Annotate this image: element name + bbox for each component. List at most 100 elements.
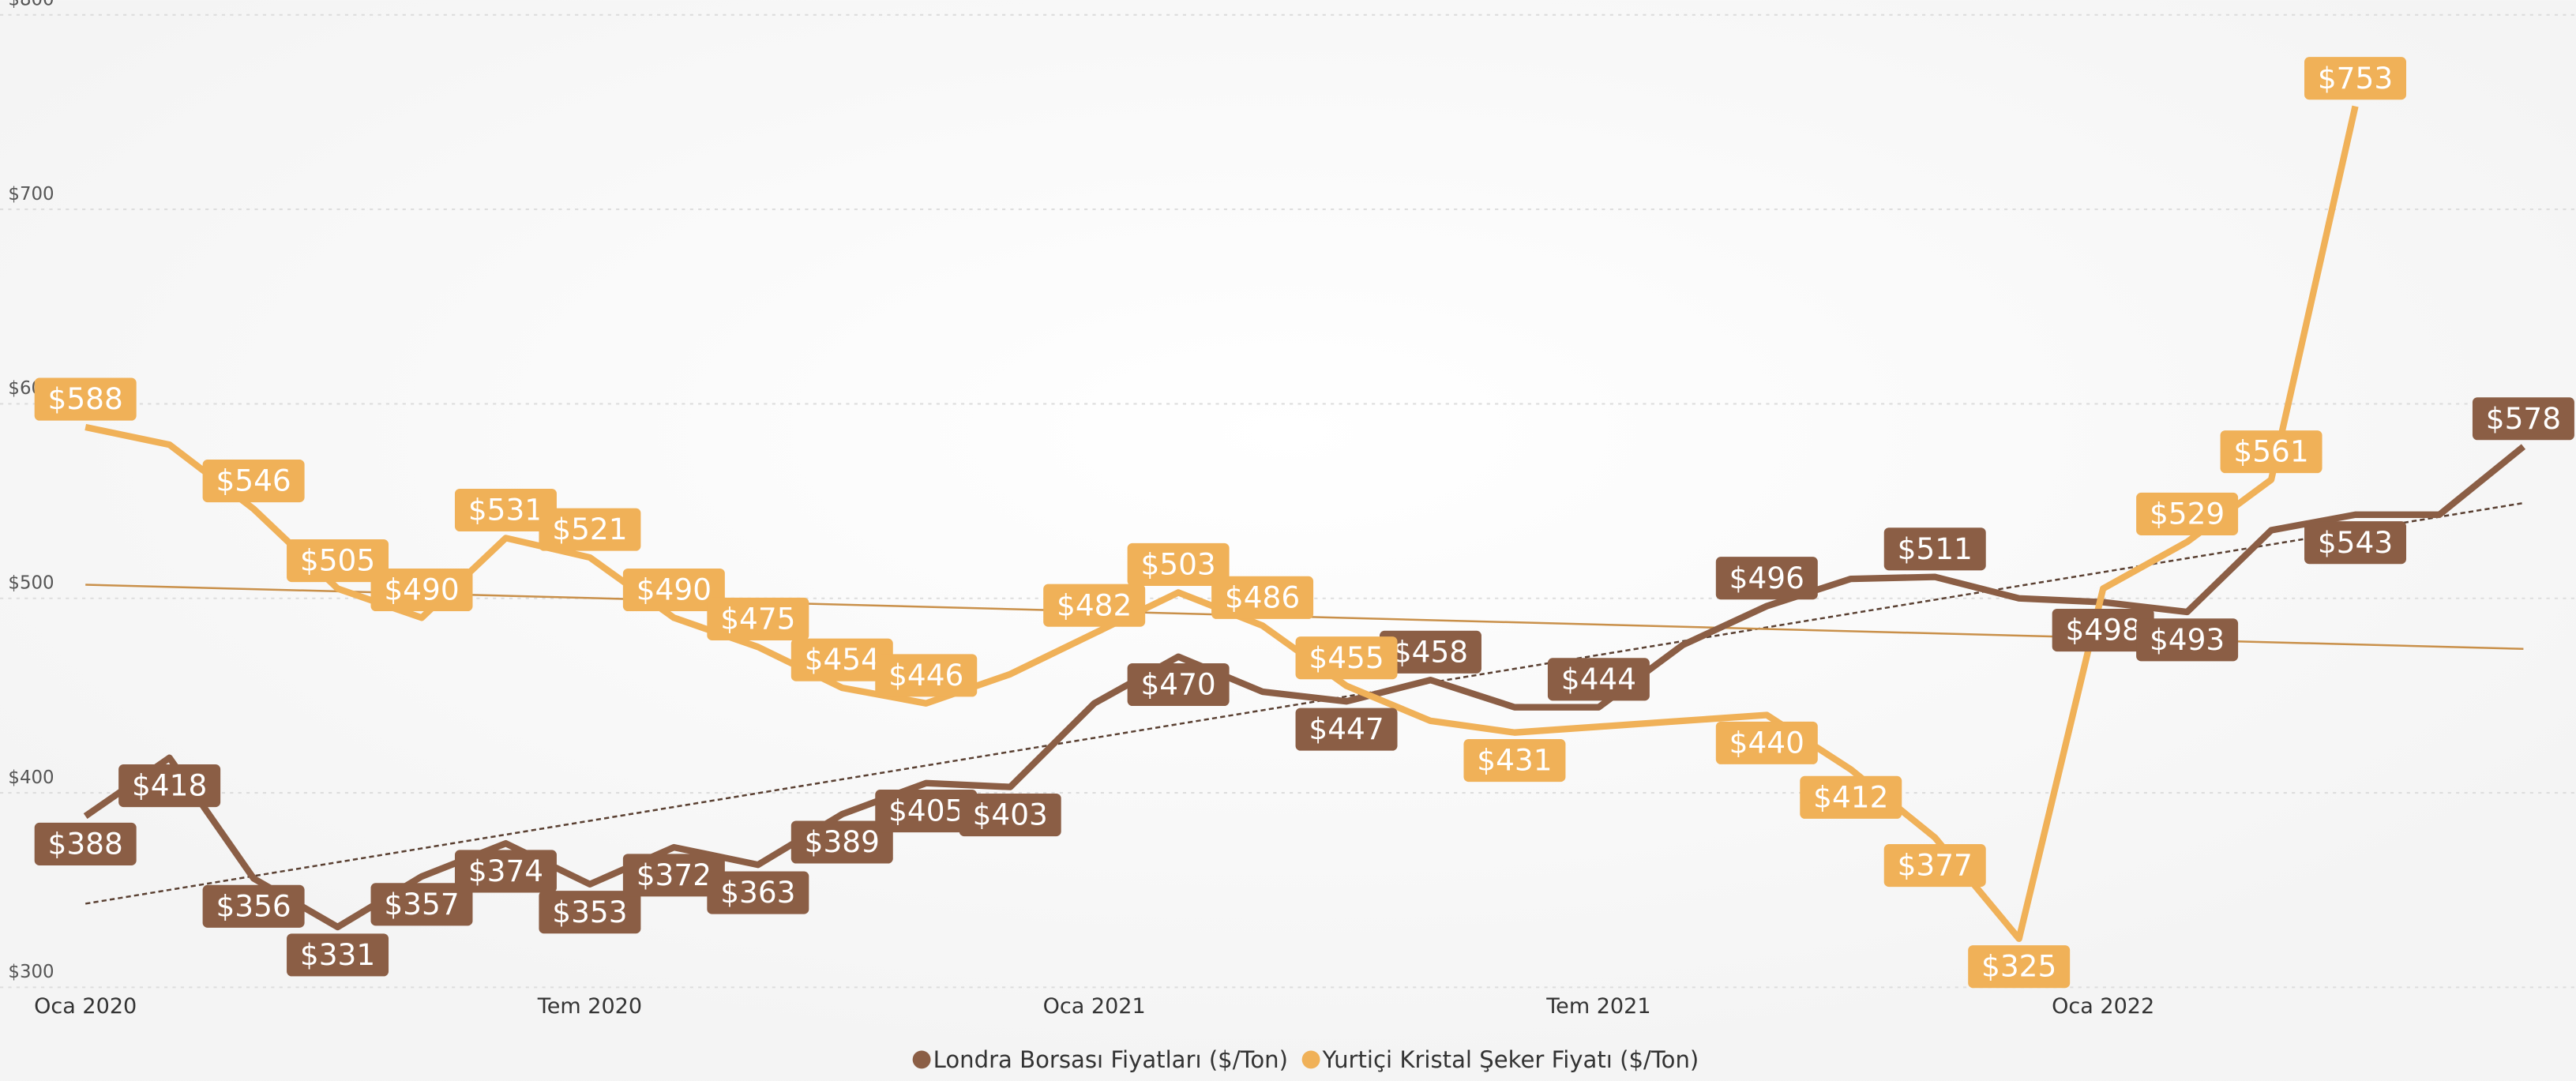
x-tick-label: Oca 2021 <box>1043 994 1146 1019</box>
data-label: $490 <box>384 572 459 607</box>
legend-marker <box>1301 1050 1320 1069</box>
data-label-box <box>118 764 221 808</box>
x-tick-label: Tem 2021 <box>1545 994 1650 1019</box>
data-label-box <box>1127 662 1230 707</box>
data-label-box <box>959 793 1061 837</box>
data-label-box <box>1295 708 1398 751</box>
data-label: $505 <box>300 543 375 578</box>
data-label-box <box>1127 542 1230 587</box>
data-label: $511 <box>1898 531 1973 566</box>
data-label-box <box>454 488 557 532</box>
data-label: $521 <box>552 512 627 546</box>
data-label-box <box>202 884 305 928</box>
data-label: $498 <box>2066 613 2141 647</box>
y-tick-label: $500 <box>8 573 54 594</box>
y-tick-label: $700 <box>8 184 54 205</box>
data-label: $446 <box>888 658 963 693</box>
data-label-box <box>875 790 978 833</box>
data-label-box <box>622 854 725 897</box>
data-label: $503 <box>1140 547 1215 582</box>
data-label: $546 <box>216 464 291 498</box>
data-label: $482 <box>1057 587 1132 622</box>
data-label-box <box>202 460 305 503</box>
data-label: $388 <box>48 827 123 861</box>
data-label-box <box>1715 721 1818 764</box>
data-label-box <box>2136 492 2239 535</box>
data-label: $440 <box>1729 725 1804 760</box>
data-label-box <box>34 377 137 421</box>
data-label-box <box>1883 527 1986 571</box>
data-label: $454 <box>805 642 880 677</box>
data-label-box <box>1043 584 1146 627</box>
y-tick-label: $300 <box>8 962 54 982</box>
data-label: $493 <box>2150 622 2225 657</box>
data-label: $357 <box>384 887 459 921</box>
data-label-box <box>2304 521 2407 565</box>
data-label-box <box>2472 397 2574 441</box>
data-label-box <box>790 638 893 681</box>
x-tick-label: Oca 2022 <box>2052 994 2154 1019</box>
data-label-box <box>1463 739 1566 783</box>
series-line <box>83 444 2526 931</box>
data-label: $389 <box>805 824 880 859</box>
data-label-box <box>875 654 978 697</box>
data-label: $372 <box>636 858 712 892</box>
data-label: $496 <box>1729 561 1804 595</box>
data-label: $418 <box>132 768 207 803</box>
y-tick-label: $400 <box>8 768 54 788</box>
data-label-box <box>370 568 473 612</box>
data-label: $578 <box>2486 401 2561 436</box>
data-label-box <box>539 508 641 551</box>
x-tick-label: Oca 2020 <box>34 994 137 1019</box>
data-label: $490 <box>636 572 712 607</box>
data-label: $588 <box>48 381 123 416</box>
data-label: $325 <box>1981 949 2056 984</box>
data-label: $475 <box>720 602 795 636</box>
data-label: $753 <box>2318 61 2393 96</box>
data-label: $356 <box>216 888 291 923</box>
data-label-box <box>2220 430 2323 474</box>
data-label: $543 <box>2318 525 2393 560</box>
data-label: $412 <box>1813 779 1888 814</box>
data-label: $486 <box>1225 580 1300 614</box>
data-label: $331 <box>300 937 375 972</box>
data-label-box <box>2136 618 2239 662</box>
data-label: $363 <box>720 875 795 910</box>
data-label: $561 <box>2233 434 2308 469</box>
data-label-box <box>790 820 893 864</box>
data-label: $455 <box>1309 640 1384 675</box>
data-label-box <box>34 822 137 866</box>
legend-label: Londra Borsası Fiyatları ($/Ton) <box>933 1046 1288 1073</box>
data-label-box <box>1968 945 2071 989</box>
data-label: $529 <box>2150 497 2225 531</box>
data-label: $470 <box>1140 667 1215 702</box>
data-label-box <box>1883 844 1986 888</box>
data-label-box <box>539 891 641 934</box>
y-tick-label: $800 <box>8 0 54 10</box>
data-label-box <box>1800 775 1902 819</box>
data-label: $377 <box>1898 848 1973 883</box>
data-label-box <box>2304 57 2407 100</box>
data-label: $431 <box>1477 743 1552 778</box>
data-label-box <box>1211 576 1314 619</box>
data-label-box <box>454 850 557 893</box>
data-label: $403 <box>973 798 1048 832</box>
trend-line <box>84 501 2524 905</box>
x-tick-label: Tem 2020 <box>537 994 642 1019</box>
data-label-box <box>287 933 389 977</box>
data-label: $531 <box>468 493 543 527</box>
data-label: $353 <box>552 895 627 929</box>
data-label-box <box>287 539 389 583</box>
data-label-box <box>1379 630 1481 674</box>
data-label-box <box>707 871 809 914</box>
data-label-box <box>370 883 473 926</box>
data-label-box <box>2052 608 2154 652</box>
data-label-box <box>1295 636 1398 680</box>
legend-marker <box>912 1050 931 1069</box>
data-label-box <box>622 568 725 612</box>
data-label: $447 <box>1309 711 1384 746</box>
data-label-box <box>707 597 809 640</box>
data-label-box <box>1547 658 1650 701</box>
data-label: $374 <box>468 854 543 888</box>
